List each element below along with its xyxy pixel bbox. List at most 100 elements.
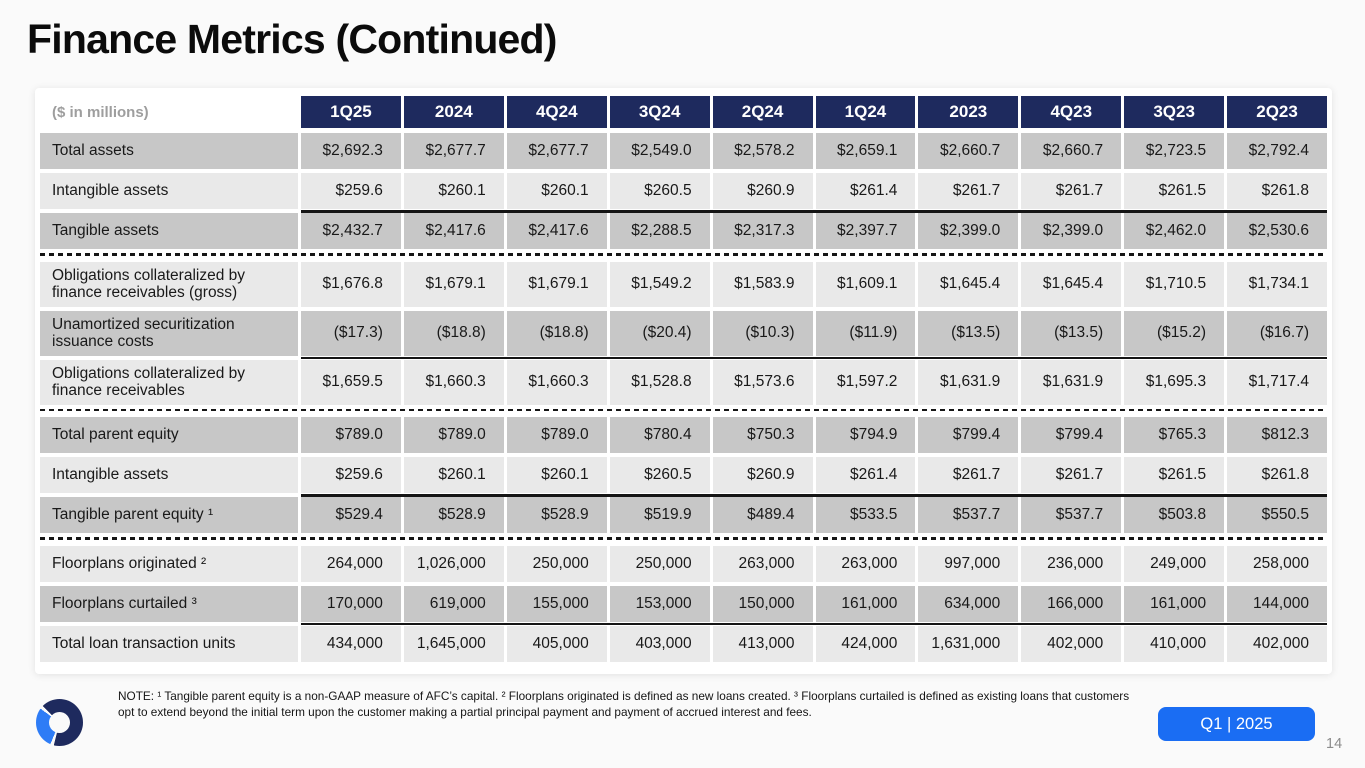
value-cell: $2,660.7 [1021, 133, 1122, 169]
value-cell: $550.5 [1227, 497, 1327, 533]
value-cell: $1,609.1 [815, 261, 916, 307]
value-cell: 402,000 [1021, 625, 1122, 662]
value-cell: $2,399.0 [1021, 213, 1122, 249]
value-cell: $261.8 [1227, 457, 1327, 493]
value-cell: $260.1 [403, 457, 504, 493]
value-cell: $1,679.1 [403, 261, 504, 307]
table-row: Total parent equity $789.0 $789.0 $789.0 $78… [40, 417, 1327, 453]
value-cell: $812.3 [1227, 417, 1327, 453]
column-header: 2Q24 [712, 96, 813, 128]
value-cell: $1,645.4 [1021, 261, 1122, 307]
value-cell: ($20.4) [609, 310, 710, 356]
value-cell: ($13.5) [918, 310, 1019, 356]
value-cell: $261.7 [1021, 173, 1122, 209]
value-cell: ($10.3) [712, 310, 813, 356]
value-cell: $765.3 [1124, 417, 1225, 453]
value-cell: $1,717.4 [1227, 359, 1327, 405]
value-cell: $503.8 [1124, 497, 1225, 533]
value-cell: $528.9 [506, 497, 607, 533]
subtotal-rule [301, 356, 1327, 359]
finance-metrics-table: ($ in millions) 1Q25 2024 4Q24 3Q24 2Q24 1Q24… [35, 88, 1332, 674]
column-header: 3Q24 [609, 96, 710, 128]
value-cell: $2,660.7 [918, 133, 1019, 169]
row-label: Intangible assets [40, 457, 298, 493]
dashed-divider [40, 408, 1327, 411]
table-header-row: ($ in millions) 1Q25 2024 4Q24 3Q24 2Q24 1Q24… [40, 96, 1327, 128]
value-cell: $1,631.9 [1021, 359, 1122, 405]
value-cell: $261.8 [1227, 173, 1327, 209]
value-cell: $537.7 [1021, 497, 1122, 533]
table-row: Total loan transaction units 434,000 1,645… [40, 622, 1327, 662]
row-label: Obligations collateralized by finance re… [40, 261, 298, 307]
table-row: Intangible assets $259.6 $260.1 $260.1 $260.… [40, 457, 1327, 493]
value-cell: $261.5 [1124, 173, 1225, 209]
column-header: 1Q24 [815, 96, 916, 128]
value-cell: 403,000 [609, 625, 710, 662]
dashed-divider [40, 253, 1327, 256]
value-cell: 161,000 [815, 585, 916, 622]
value-cell: $789.0 [301, 417, 401, 453]
column-header: 2024 [403, 96, 504, 128]
value-cell: $2,692.3 [301, 133, 401, 169]
value-cell: 434,000 [301, 625, 401, 662]
value-cell: $1,695.3 [1124, 359, 1225, 405]
row-label: Tangible parent equity ¹ [40, 497, 298, 533]
company-ring-logo-icon [36, 699, 83, 746]
value-cell: $1,583.9 [712, 261, 813, 307]
value-cell: $2,549.0 [609, 133, 710, 169]
metrics-table-body: Total assets $2,692.3 $2,677.7 $2,677.7 $2,5… [40, 133, 1327, 662]
table-row: Intangible assets $259.6 $260.1 $260.1 $260.… [40, 173, 1327, 209]
value-cell: 263,000 [815, 545, 916, 582]
value-cell: $259.6 [301, 457, 401, 493]
table-row: Tangible assets $2,432.7 $2,417.6 $2,417.6 $… [40, 210, 1327, 249]
value-cell: $1,679.1 [506, 261, 607, 307]
value-cell: 236,000 [1021, 545, 1122, 582]
value-cell: $789.0 [403, 417, 504, 453]
value-cell: 405,000 [506, 625, 607, 662]
value-cell: $1,573.6 [712, 359, 813, 405]
value-cell: $2,399.0 [918, 213, 1019, 249]
row-label: Obligations collateralized by finance re… [40, 359, 298, 405]
value-cell: 249,000 [1124, 545, 1225, 582]
value-cell: $789.0 [506, 417, 607, 453]
value-cell: $794.9 [815, 417, 916, 453]
value-cell: 619,000 [403, 585, 504, 622]
value-cell: ($16.7) [1227, 310, 1327, 356]
table-row: Total assets $2,692.3 $2,677.7 $2,677.7 $2,5… [40, 133, 1327, 169]
value-cell: $528.9 [403, 497, 504, 533]
value-cell: $2,792.4 [1227, 133, 1327, 169]
value-cell: $260.1 [403, 173, 504, 209]
value-cell: 413,000 [712, 625, 813, 662]
value-cell: $261.7 [1021, 457, 1122, 493]
value-cell: $1,597.2 [815, 359, 916, 405]
dashed-divider [40, 537, 1327, 540]
value-cell: 264,000 [301, 545, 401, 582]
value-cell: 1,631,000 [918, 625, 1019, 662]
unit-label: ($ in millions) [52, 103, 149, 121]
value-cell: $529.4 [301, 497, 401, 533]
table-row: Tangible parent equity ¹ $529.4 $528.9 $528… [40, 494, 1327, 533]
value-cell: $2,677.7 [506, 133, 607, 169]
row-label: Intangible assets [40, 173, 298, 209]
row-label: Total loan transaction units [40, 625, 298, 662]
value-cell: $2,462.0 [1124, 213, 1225, 249]
value-cell: $260.1 [506, 173, 607, 209]
table-row: Obligations collateralized by finance re… [40, 261, 1327, 307]
value-cell: $2,432.7 [301, 213, 401, 249]
period-badge-button[interactable]: Q1 | 2025 [1158, 707, 1315, 741]
value-cell: $260.5 [609, 457, 710, 493]
value-cell: $489.4 [712, 497, 813, 533]
value-cell: $261.7 [918, 173, 1019, 209]
value-cell: 402,000 [1227, 625, 1327, 662]
value-cell: $533.5 [815, 497, 916, 533]
column-header: 2023 [918, 96, 1019, 128]
value-cell: $260.1 [506, 457, 607, 493]
table-row: Floorplans originated ² 264,000 1,026,000 2… [40, 545, 1327, 582]
value-cell: $2,417.6 [403, 213, 504, 249]
value-cell: $2,530.6 [1227, 213, 1327, 249]
subtotal-rule [301, 210, 1327, 213]
value-cell: $259.6 [301, 173, 401, 209]
value-cell: $2,397.7 [815, 213, 916, 249]
value-cell: $537.7 [918, 497, 1019, 533]
value-cell: 153,000 [609, 585, 710, 622]
